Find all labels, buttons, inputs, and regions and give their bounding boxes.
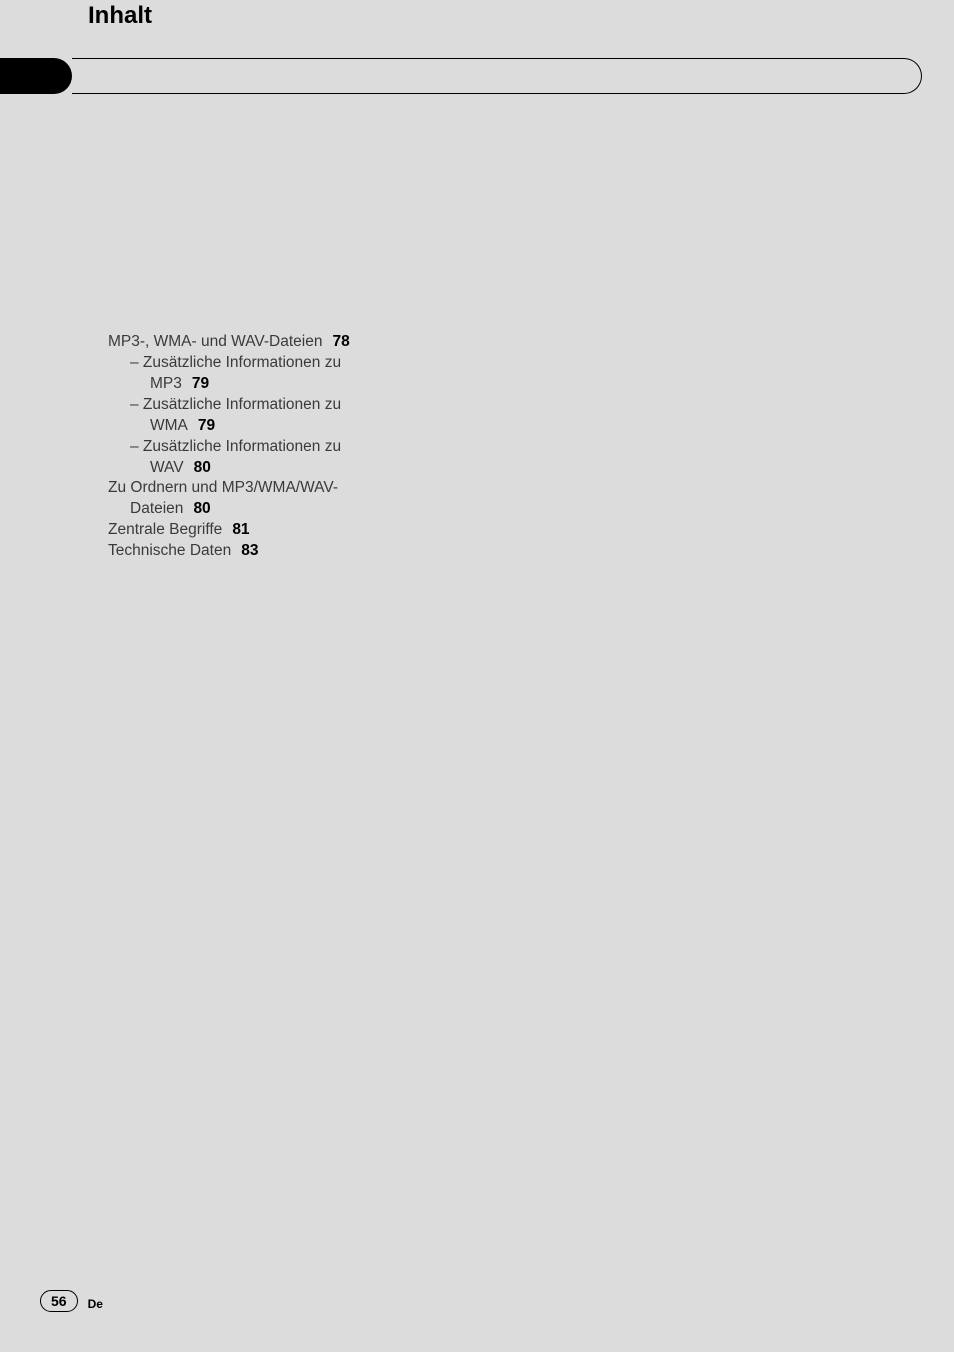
language-code: De bbox=[88, 1297, 103, 1311]
toc-entry-text: – Zusätzliche Informationen zu bbox=[130, 438, 341, 455]
toc-entry-text: WAV bbox=[150, 459, 184, 476]
toc-entry: Dateien 80 bbox=[108, 499, 478, 520]
page-number-badge: 56 bbox=[40, 1290, 78, 1312]
toc-entry-page: 79 bbox=[198, 417, 215, 434]
toc-entry: Zu Ordnern und MP3/WMA/WAV- bbox=[108, 478, 478, 499]
toc-entry-page: 83 bbox=[241, 542, 258, 559]
toc-entry: Technische Daten 83 bbox=[108, 541, 478, 562]
toc-entry-page: 78 bbox=[332, 333, 349, 350]
toc-entry-text: MP3-, WMA- und WAV-Dateien bbox=[108, 333, 322, 350]
header-tab-black bbox=[0, 58, 72, 94]
toc-content: MP3-, WMA- und WAV-Dateien 78 – Zusätzlich… bbox=[108, 332, 478, 562]
page-section-title: Inhalt bbox=[88, 2, 152, 30]
header-outline bbox=[72, 58, 922, 94]
toc-entry-text: – Zusätzliche Informationen zu bbox=[130, 396, 341, 413]
toc-entry-page: 81 bbox=[232, 521, 249, 538]
toc-entry: MP3 79 bbox=[108, 374, 478, 395]
toc-entry: – Zusätzliche Informationen zu bbox=[108, 353, 478, 374]
toc-entry: Zentrale Begriffe 81 bbox=[108, 520, 478, 541]
toc-entry-text: Technische Daten bbox=[108, 542, 231, 559]
toc-entry-text: WMA bbox=[150, 417, 188, 434]
toc-entry-page: 80 bbox=[193, 500, 210, 517]
toc-entry: MP3-, WMA- und WAV-Dateien 78 bbox=[108, 332, 478, 353]
toc-entry: – Zusätzliche Informationen zu bbox=[108, 437, 478, 458]
toc-entry-text: Zentrale Begriffe bbox=[108, 521, 222, 538]
toc-entry: – Zusätzliche Informationen zu bbox=[108, 395, 478, 416]
toc-entry: WAV 80 bbox=[108, 458, 478, 479]
toc-entry-page: 80 bbox=[194, 459, 211, 476]
toc-entry-text: Dateien bbox=[130, 500, 183, 517]
toc-entry-text: Zu Ordnern und MP3/WMA/WAV- bbox=[108, 479, 338, 496]
toc-entry-text: – Zusätzliche Informationen zu bbox=[130, 354, 341, 371]
toc-entry: WMA 79 bbox=[108, 416, 478, 437]
toc-entry-page: 79 bbox=[192, 375, 209, 392]
toc-entry-text: MP3 bbox=[150, 375, 182, 392]
page-footer: 56 De bbox=[40, 1290, 103, 1312]
